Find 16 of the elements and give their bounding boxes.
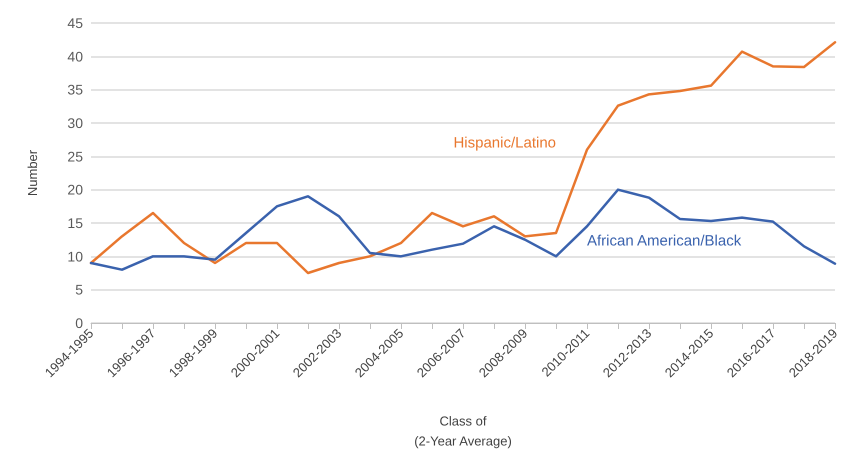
y-tick-label: 45 xyxy=(67,15,84,31)
x-axis-title: Class of (2-Year Average) xyxy=(414,414,512,448)
y-tick-label: 5 xyxy=(75,282,84,298)
line-series xyxy=(90,41,836,274)
y-tick-label: 25 xyxy=(67,148,84,164)
series-label: Hispanic/Latino xyxy=(453,134,556,152)
line-series xyxy=(90,188,836,271)
y-axis-title: Number xyxy=(25,149,40,196)
series-label: African American/Black xyxy=(587,232,742,250)
y-tick-label: 10 xyxy=(67,248,84,264)
y-tick-label: 20 xyxy=(67,182,84,198)
y-tick-label: 35 xyxy=(67,82,84,98)
y-tick-label: 30 xyxy=(67,115,84,131)
y-tick-label: 40 xyxy=(67,48,84,64)
y-tick-label: 0 xyxy=(75,315,84,331)
y-tick-label: 15 xyxy=(67,215,84,231)
